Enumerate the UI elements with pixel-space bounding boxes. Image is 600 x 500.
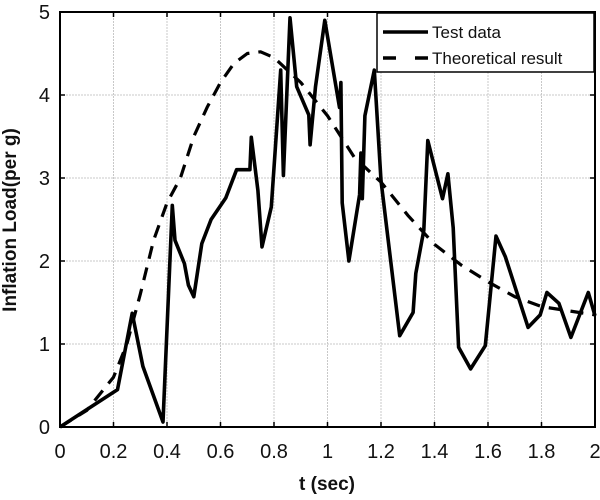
x-tick-label: 1: [322, 441, 333, 463]
test-data-line: [59, 15, 597, 429]
y-tick-label: 5: [39, 2, 50, 24]
theoretical-result-line: [59, 50, 596, 429]
y-tick-label: 3: [39, 168, 50, 190]
y-axis-title: Inflation Load(per g): [0, 128, 21, 312]
grid-lines: [60, 12, 595, 427]
legend: Test data Theoretical result: [376, 12, 595, 73]
x-axis-title: t (sec): [299, 474, 355, 495]
x-tick-label: 1.6: [474, 441, 502, 463]
x-tick-label: 0.6: [207, 441, 235, 463]
y-tick-label: 1: [39, 334, 50, 356]
x-tick-label: 0.8: [260, 441, 288, 463]
x-tick-label: 0.2: [100, 441, 128, 463]
legend-label-theoretical-result: Theoretical result: [432, 49, 563, 68]
x-tick-label: 0.4: [153, 441, 181, 463]
y-tick-label: 2: [39, 251, 50, 273]
y-tick-labels: 0 1 2 3 4 5: [39, 2, 50, 439]
x-tick-label: 0: [54, 441, 65, 463]
x-tick-labels: 0 0.2 0.4 0.6 0.8 1 1.2 1.4 1.6 1.8 2: [54, 441, 600, 463]
x-tick-label: 1.2: [367, 441, 395, 463]
series-layer: [59, 15, 597, 429]
legend-label-test-data: Test data: [432, 23, 502, 42]
y-tick-label: 4: [39, 85, 50, 107]
legend-box: [376, 12, 595, 73]
x-tick-label: 1.8: [528, 441, 556, 463]
x-tick-label: 2: [589, 441, 600, 463]
x-tick-label: 1.4: [421, 441, 449, 463]
y-tick-label: 0: [39, 417, 50, 439]
